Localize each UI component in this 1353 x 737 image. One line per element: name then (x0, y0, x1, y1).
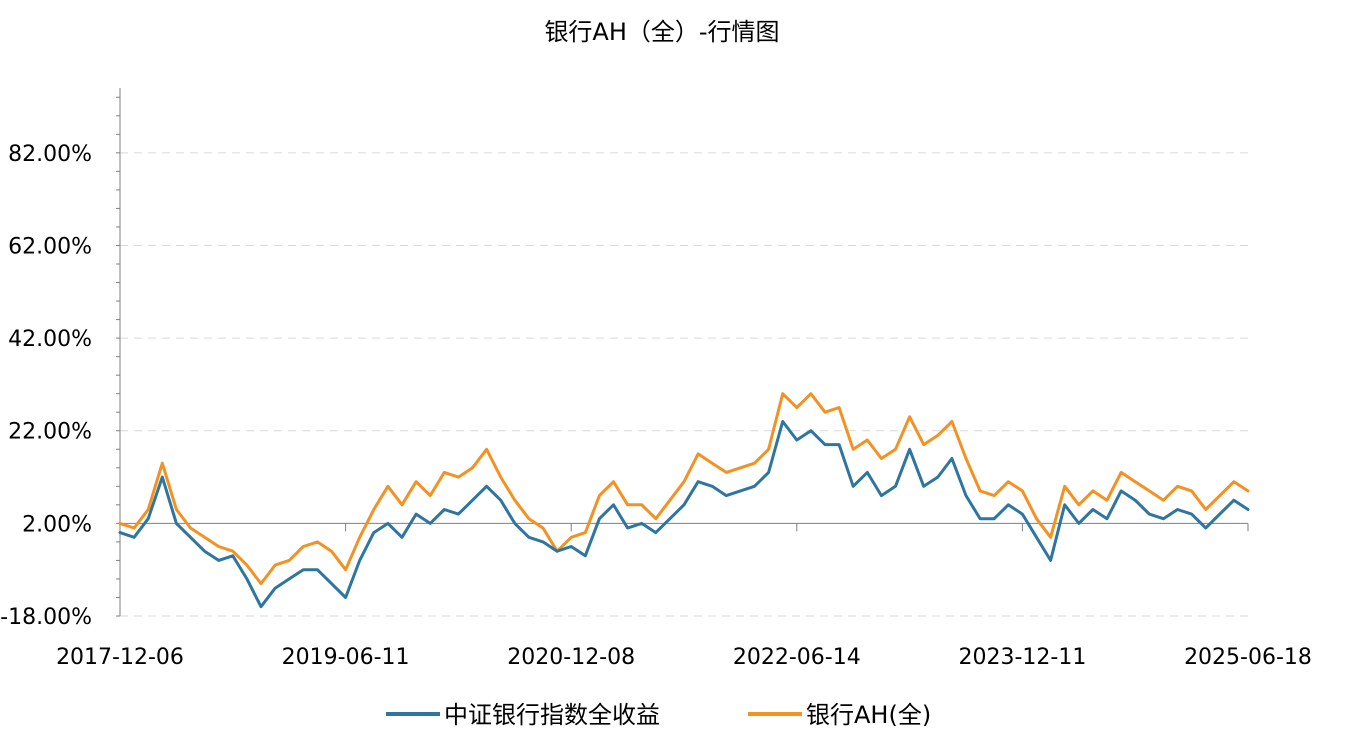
y-tick-label: 82.00% (8, 142, 92, 167)
legend-label-bank-index: 中证银行指数全收益 (444, 701, 660, 729)
x-tick-label: 2022-06-14 (733, 645, 861, 670)
gridlines (120, 152, 1248, 617)
y-tick-label: 62.00% (8, 234, 92, 259)
series-line-bank-ah (118, 392, 1250, 586)
chart-title: 银行AH（全）-行情图 (544, 18, 779, 46)
legend: 中证银行指数全收益 银行AH(全) (386, 701, 931, 729)
y-tick-label: 2.00% (22, 512, 92, 537)
x-tick-label: 2017-12-06 (56, 645, 184, 670)
series-lines (118, 392, 1250, 609)
x-tick-label: 2025-06-18 (1184, 645, 1312, 670)
y-tick-label: 22.00% (8, 420, 92, 445)
x-tick-label: 2023-12-11 (958, 645, 1086, 670)
series-line-bank-index (118, 420, 1250, 609)
x-tick-label: 2020-12-08 (507, 645, 635, 670)
axes: -18.00% 2.00% 22.00% 42.00% 62.00% 82.00% 2017… (0, 88, 1312, 670)
x-tick-label: 2019-06-11 (282, 645, 410, 670)
y-tick-label: 42.00% (8, 327, 92, 352)
y-tick-label: -18.00% (0, 605, 92, 630)
legend-label-bank-ah: 银行AH(全) (806, 701, 931, 729)
